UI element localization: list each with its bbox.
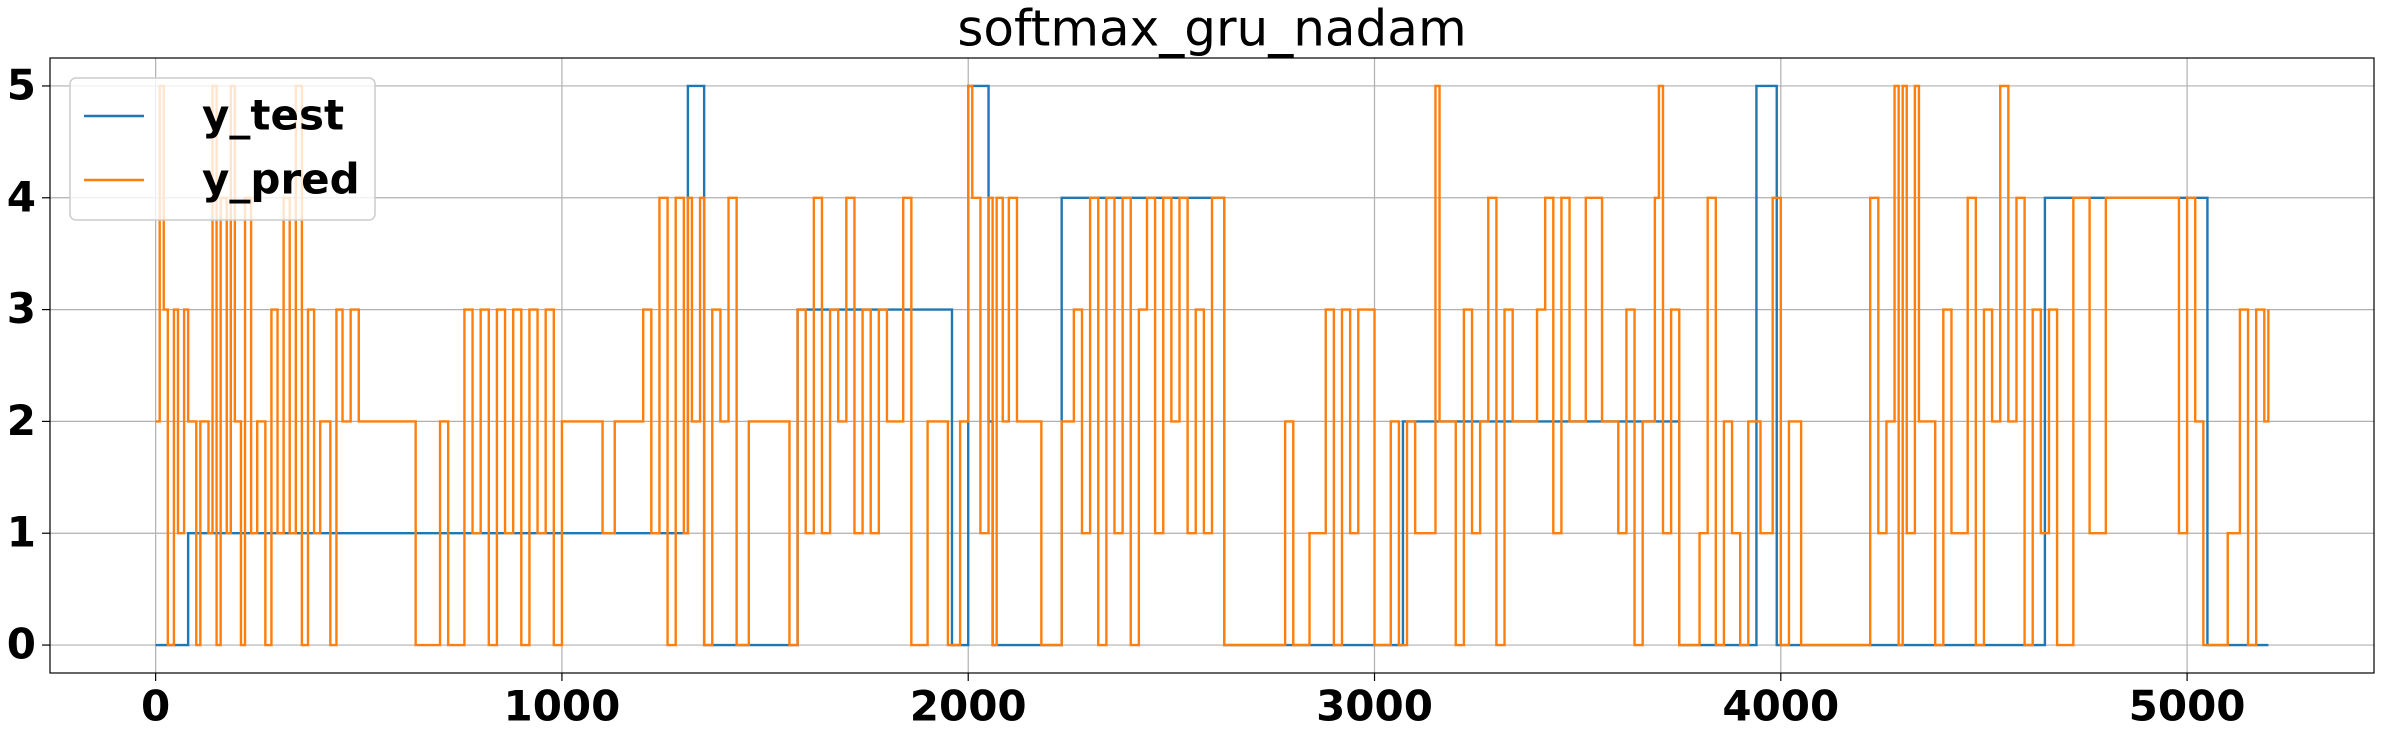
y-tick-label: 0 bbox=[7, 620, 36, 669]
line-series bbox=[155, 84, 2270, 647]
y-tick-label: 4 bbox=[7, 172, 36, 221]
x-tick-label: 0 bbox=[141, 682, 170, 731]
legend-label: y_test bbox=[202, 91, 344, 140]
x-tick-label: 2000 bbox=[910, 682, 1027, 731]
x-tick-label: 5000 bbox=[2129, 682, 2246, 731]
chart-title: softmax_gru_nadam bbox=[957, 0, 1466, 58]
y-tick-label: 3 bbox=[7, 284, 36, 333]
x-tick-label: 3000 bbox=[1316, 682, 1433, 731]
x-tick-label: 4000 bbox=[1722, 682, 1839, 731]
y-tick-label: 5 bbox=[7, 60, 36, 109]
plot-frame bbox=[49, 57, 2375, 674]
legend-box bbox=[69, 77, 376, 221]
legend-label: y_pred bbox=[202, 155, 360, 204]
y-tick-label: 2 bbox=[7, 396, 36, 445]
x-tick-label: 1000 bbox=[503, 682, 620, 731]
y-tick-label: 1 bbox=[7, 508, 36, 557]
